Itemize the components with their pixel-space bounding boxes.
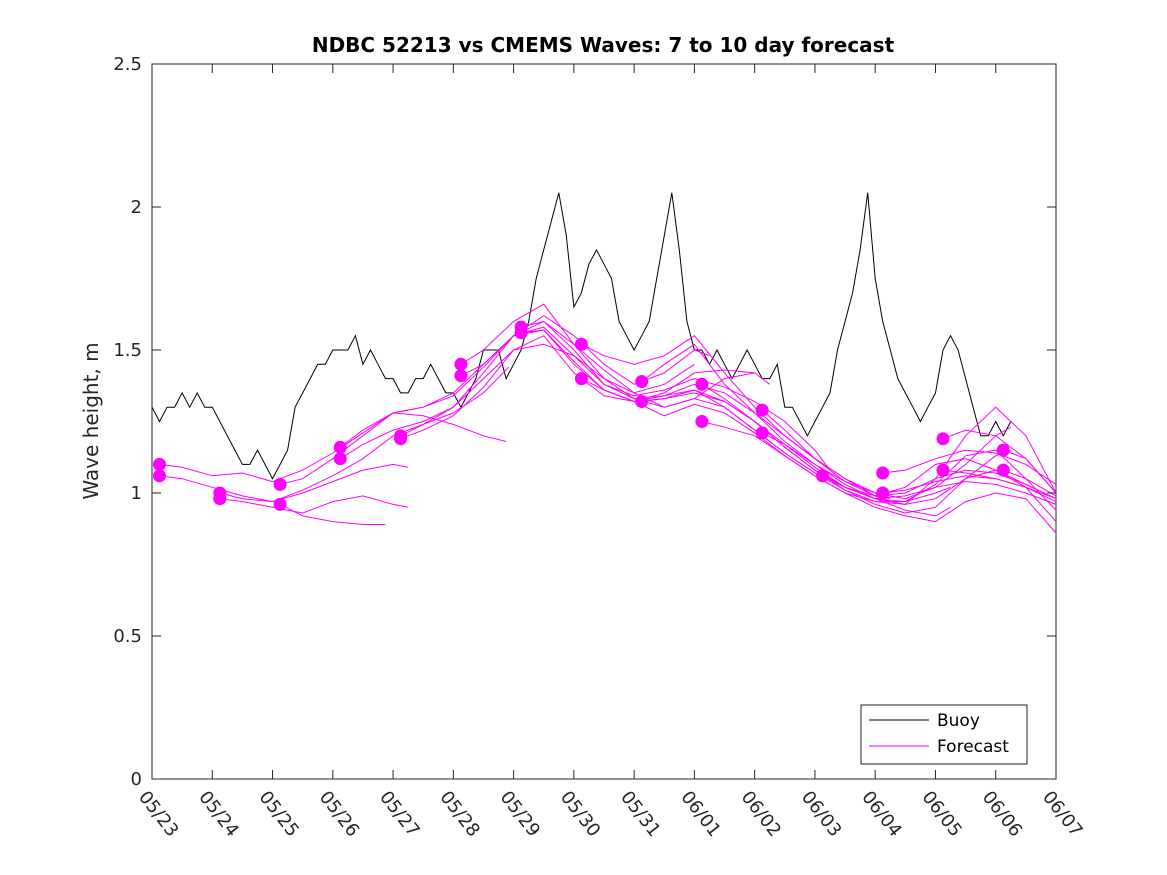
forecast-start-marker: [816, 469, 829, 483]
forecast-start-marker: [876, 486, 890, 500]
axes-box: [151, 63, 1057, 780]
forecast-line: [942, 469, 1057, 503]
forecast-start-marker: [635, 395, 649, 408]
forecast-start-marker: [454, 357, 468, 371]
forecast-start-marker: [695, 377, 709, 391]
forecast-line: [581, 335, 1012, 500]
forecast-line: [822, 458, 1057, 500]
forecast-line: [882, 449, 1057, 485]
forecast-line: [159, 463, 409, 503]
forecast-start-marker: [514, 326, 528, 340]
legend-forecast-label: Forecast: [937, 737, 1009, 757]
forecast-start-marker: [333, 440, 347, 454]
forecast-line: [460, 329, 891, 500]
forecast-start-marker: [635, 375, 649, 388]
forecast-start-marker: [695, 415, 709, 428]
buoy-line: [151, 192, 1012, 480]
forecast-line: [761, 409, 1057, 500]
forecast-start-marker: [454, 369, 468, 383]
y-tick-label: 0: [131, 769, 142, 790]
legend-buoy-label: Buoy: [937, 711, 980, 731]
forecast-line: [400, 335, 755, 440]
y-tick-label: 2: [131, 197, 142, 218]
forecast-start-marker: [333, 452, 347, 466]
forecast-start-marker: [996, 443, 1010, 457]
legend-box: [860, 704, 1028, 765]
forecast-start-marker: [153, 457, 166, 471]
forecast-start-marker: [936, 432, 950, 446]
y-axis: 0 0.5 1 1.5 2 2.5: [113, 54, 1056, 790]
forecast-start-marker: [755, 426, 769, 440]
forecast-line: [159, 412, 507, 483]
buoy-series: [151, 192, 1012, 480]
forecast-line: [641, 343, 1057, 505]
forecast-line: [581, 378, 1011, 505]
y-tick-label: 0.5: [113, 626, 142, 647]
y-tick-label: 2.5: [113, 54, 142, 75]
forecast-line: [279, 503, 386, 525]
forecast-start-marker: [574, 337, 588, 351]
forecast-start-marker: [273, 477, 287, 491]
forecast-start-marker: [394, 432, 408, 446]
legend: Buoy Forecast: [860, 704, 1028, 765]
y-tick-label: 1: [131, 483, 142, 504]
forecast-start-marker: [213, 492, 227, 506]
forecast-start-marker: [574, 372, 588, 386]
forecast-line: [1003, 469, 1057, 497]
forecast-series: [153, 303, 1057, 534]
forecast-line: [1003, 449, 1057, 494]
forecast-start-marker: [936, 463, 950, 477]
forecast-start-marker: [273, 497, 287, 511]
forecast-line: [701, 421, 1057, 534]
forecast-start-marker: [876, 466, 890, 480]
y-axis-label: Wave height, m: [79, 342, 103, 499]
chart-title: NDBC 52213 vs CMEMS Waves: 7 to 10 day f…: [312, 33, 895, 57]
y-tick-label: 1.5: [113, 340, 142, 361]
forecast-line: [400, 326, 831, 471]
forecast-start-marker: [153, 469, 166, 483]
forecast-line: [761, 432, 1057, 505]
forecast-line: [219, 495, 409, 514]
forecast-start-marker: [755, 403, 769, 417]
forecast-start-marker: [996, 463, 1010, 477]
